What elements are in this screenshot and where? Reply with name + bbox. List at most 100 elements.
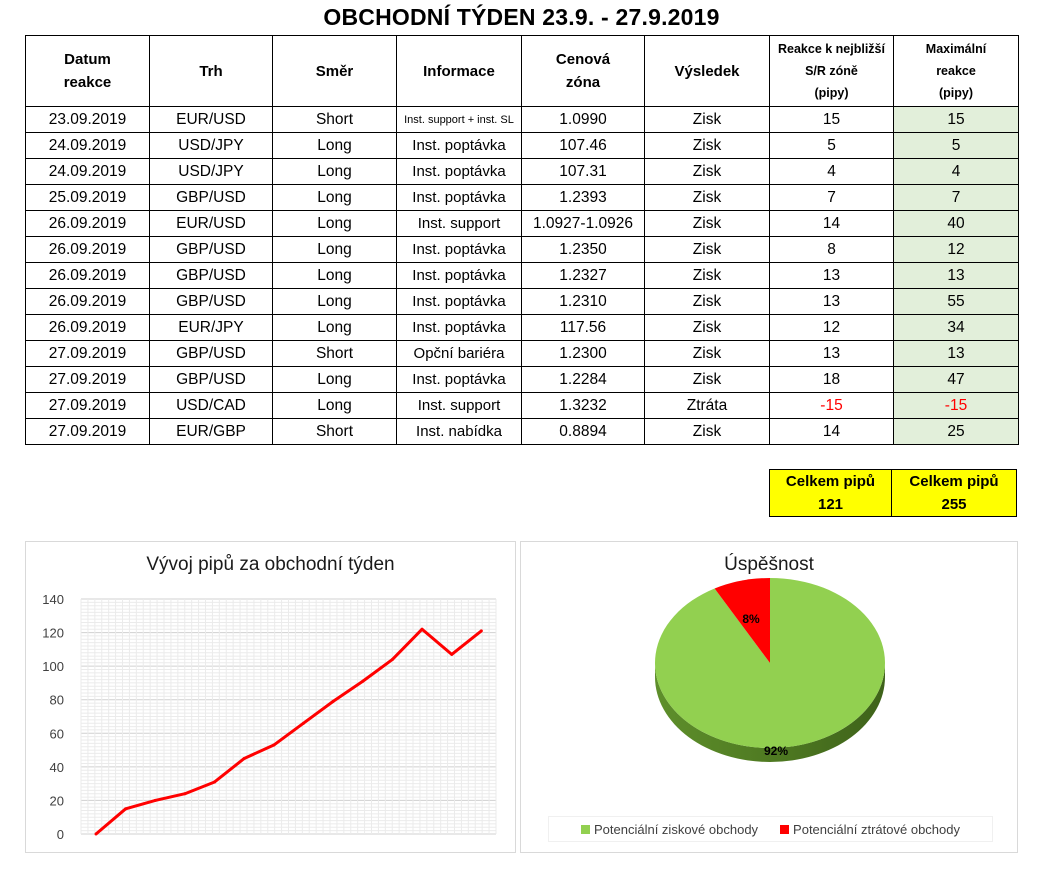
cell-info: Inst. poptávka	[396, 184, 522, 211]
cell-result: Zisk	[644, 210, 770, 237]
header-result: Výsledek	[644, 35, 770, 107]
totals-box: Celkem pipů 121 Celkem pipů 255	[769, 469, 1017, 517]
pie-label-win: 92%	[764, 744, 788, 758]
total-value: 255	[941, 496, 967, 513]
pie-slice-loss	[714, 578, 770, 663]
data-point	[94, 832, 98, 836]
cell-info: Opční bariéra	[396, 340, 522, 367]
y-tick-label: 60	[50, 726, 64, 741]
table-row: 27.09.2019 EUR/GBP Short Inst. nabídka 0.889…	[25, 418, 1019, 445]
cell-result: Ztráta	[644, 392, 770, 419]
legend-label-loss: Potenciální ztrátové obchody	[793, 821, 960, 837]
trades-table: Datum reakce Trh Směr Informace Cenová zón…	[25, 35, 1019, 445]
cell-reaction: 18	[769, 366, 894, 393]
pie-chart: 92% 8%	[655, 578, 885, 762]
header-info: Informace	[396, 35, 522, 107]
table-row: 26.09.2019 EUR/USD Long Inst. support 1.0927…	[25, 210, 1019, 237]
cell-market: USD/CAD	[149, 392, 273, 419]
cell-zone: 0.8894	[521, 418, 645, 445]
cell-info: Inst. poptávka	[396, 236, 522, 263]
cell-zone: 117.56	[521, 314, 645, 341]
cell-direction: Short	[272, 340, 397, 367]
pie-chart-title: Úspěšnost	[724, 554, 814, 575]
cell-date: 24.09.2019	[25, 158, 150, 185]
y-tick-label: 20	[50, 793, 64, 808]
page-title: OBCHODNÍ TÝDEN 23.9. - 27.9.2019	[323, 4, 720, 30]
cell-market: GBP/USD	[149, 366, 273, 393]
cell-max: 47	[893, 366, 1019, 393]
cell-direction: Long	[272, 392, 397, 419]
cell-date: 26.09.2019	[25, 288, 150, 315]
table-row: 27.09.2019 USD/CAD Long Inst. support 1.3232…	[25, 392, 1019, 419]
cell-info: Inst. nabídka	[396, 418, 522, 445]
cell-date: 24.09.2019	[25, 132, 150, 159]
cell-direction: Long	[272, 262, 397, 289]
cell-max: 12	[893, 236, 1019, 263]
y-tick-label: 0	[57, 827, 64, 842]
pie-label-loss: 8%	[742, 612, 760, 626]
cell-direction: Long	[272, 236, 397, 263]
cell-result: Zisk	[644, 314, 770, 341]
header-market: Trh	[149, 35, 273, 107]
cell-result: Zisk	[644, 106, 770, 133]
legend-item-loss: Potenciální ztrátové obchody	[780, 822, 960, 837]
cell-reaction: -15	[769, 392, 894, 419]
y-tick-label: 140	[42, 592, 64, 607]
cell-info: Inst. poptávka	[396, 366, 522, 393]
data-point	[153, 798, 157, 802]
cell-zone: 107.31	[521, 158, 645, 185]
cell-direction: Long	[272, 210, 397, 237]
cell-direction: Long	[272, 366, 397, 393]
cell-result: Zisk	[644, 340, 770, 367]
cell-market: EUR/USD	[149, 106, 273, 133]
table-header-row: Datum reakce Trh Směr Informace Cenová zón…	[25, 35, 1019, 107]
cell-date: 27.09.2019	[25, 418, 150, 445]
cell-info: Inst. poptávka	[396, 288, 522, 315]
cell-direction: Long	[272, 314, 397, 341]
cell-max: 7	[893, 184, 1019, 211]
cell-zone: 1.2327	[521, 262, 645, 289]
y-tick-label: 100	[42, 659, 64, 674]
legend-swatch-win	[581, 824, 590, 834]
cell-market: GBP/USD	[149, 340, 273, 367]
cell-reaction: 7	[769, 184, 894, 211]
cell-reaction: 14	[769, 418, 894, 445]
data-point	[479, 629, 483, 633]
data-point	[361, 679, 365, 683]
data-point	[331, 699, 335, 703]
cell-date: 26.09.2019	[25, 210, 150, 237]
cell-zone: 1.2350	[521, 236, 645, 263]
cell-info: Inst. poptávka	[396, 262, 522, 289]
total-max-reaction: Celkem pipů 255	[892, 469, 1017, 517]
cell-reaction: 4	[769, 158, 894, 185]
data-point	[450, 652, 454, 656]
data-point	[183, 792, 187, 796]
line-chart-panel: Vývoj pipů za obchodní týden 0 20 40 60 80 10…	[25, 541, 516, 853]
cell-market: GBP/USD	[149, 184, 273, 211]
cell-date: 27.09.2019	[25, 392, 150, 419]
total-reaction: Celkem pipů 121	[769, 469, 892, 517]
cell-direction: Long	[272, 132, 397, 159]
cell-info: Inst. support	[396, 392, 522, 419]
cell-zone: 1.2284	[521, 366, 645, 393]
legend-swatch-loss	[780, 824, 790, 834]
cell-date: 27.09.2019	[25, 340, 150, 367]
header-zone: Cenová zóna	[521, 35, 645, 107]
cell-reaction: 13	[769, 262, 894, 289]
table-row: 23.09.2019 EUR/USD Short Inst. support + in…	[25, 106, 1019, 133]
table-row: 26.09.2019 GBP/USD Long Inst. poptávka 1.232…	[25, 262, 1019, 289]
table-row: 24.09.2019 USD/JPY Long Inst. poptávka 107.4…	[25, 132, 1019, 159]
table-row: 26.09.2019 EUR/JPY Long Inst. poptávka 117.5…	[25, 314, 1019, 341]
legend-item-win: Potenciální ziskové obchody	[581, 822, 758, 837]
pie-chart-panel: Úspěšnost 92% 8% Potenciální ziskové obch…	[520, 541, 1018, 853]
cell-result: Zisk	[644, 184, 770, 211]
y-tick-label: 40	[50, 760, 64, 775]
cell-zone: 1.0990	[521, 106, 645, 133]
line-chart-title: Vývoj pipů za obchodní týden	[146, 554, 395, 575]
pie-side	[655, 663, 885, 762]
cell-reaction: 13	[769, 340, 894, 367]
grid	[80, 598, 497, 835]
cell-info: Inst. support	[396, 210, 522, 237]
cell-info: Inst. poptávka	[396, 158, 522, 185]
cell-zone: 107.46	[521, 132, 645, 159]
